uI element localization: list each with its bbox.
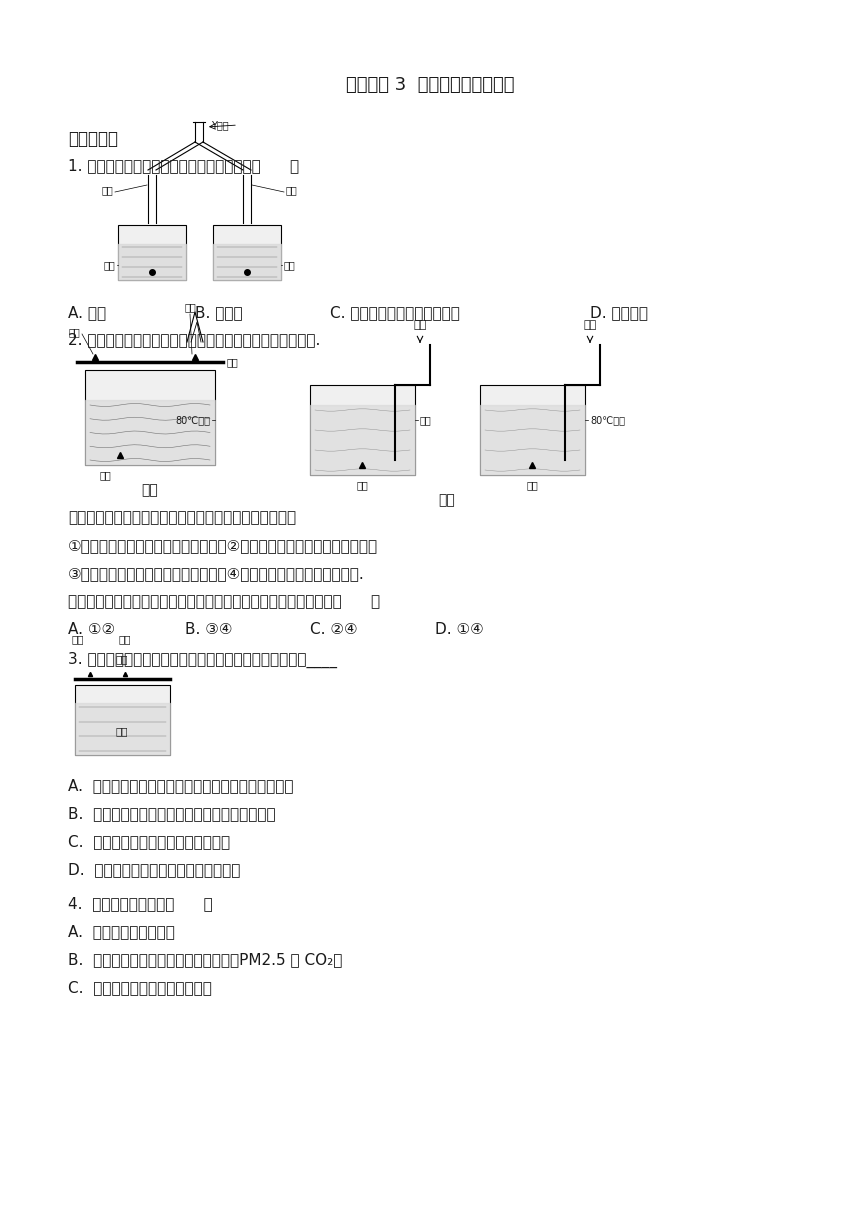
Polygon shape [213, 225, 281, 280]
Text: 2. 图甲和图乙所示实验方法均可用来探究可燃物燃烧的条件.: 2. 图甲和图乙所示实验方法均可用来探究可燃物燃烧的条件. [68, 332, 321, 347]
Text: A. 氧气: A. 氧气 [68, 305, 106, 320]
Text: A. ①②: A. ①② [68, 623, 115, 637]
Text: 冷水: 冷水 [420, 415, 432, 426]
Text: 空气: 空气 [414, 320, 427, 330]
Polygon shape [75, 685, 170, 755]
Text: 红磷: 红磷 [184, 302, 196, 313]
Text: B. ③④: B. ③④ [185, 623, 232, 637]
Text: ③不通空气时，热水中的白磷不燃烧；④通空气时，热水中的白磷燃烧.: ③不通空气时，热水中的白磷不燃烧；④通空气时，热水中的白磷燃烧. [68, 565, 365, 581]
Polygon shape [480, 385, 585, 475]
Text: 小颖同学用图乙所示装置进行实验，得到以下实验事实：: 小颖同学用图乙所示装置进行实验，得到以下实验事实： [68, 510, 296, 525]
Polygon shape [118, 225, 186, 280]
Text: 空气: 空气 [583, 320, 597, 330]
Text: 白磷: 白磷 [356, 480, 368, 490]
Text: 冷水: 冷水 [284, 260, 296, 270]
Polygon shape [85, 370, 215, 465]
Text: 白磷: 白磷 [68, 327, 80, 337]
Text: B.  该实验说明燃烧需要温度达到可燃物的着火点: B. 该实验说明燃烧需要温度达到可燃物的着火点 [68, 806, 275, 821]
Text: 4.  下列说法正确的是（      ）: 4. 下列说法正确的是（ ） [68, 896, 212, 911]
Text: 热水: 热水 [116, 726, 128, 736]
Text: B.  大气污染物主要包括总悬浮颗粒物、PM2.5 和 CO₂等: B. 大气污染物主要包括总悬浮颗粒物、PM2.5 和 CO₂等 [68, 952, 342, 967]
Text: C. 使可燃物的温度达到着火点: C. 使可燃物的温度达到着火点 [330, 305, 460, 320]
Text: C.  用肥皂水可以区分硬水与软水: C. 用肥皂水可以区分硬水与软水 [68, 980, 212, 995]
Text: 80℃热水: 80℃热水 [590, 415, 625, 426]
Text: 该实验中，能证明可燃物通常需要接触空气才能燃烧的实验事实是（      ）: 该实验中，能证明可燃物通常需要接触空气才能燃烧的实验事实是（ ） [68, 593, 380, 609]
Text: 白磷: 白磷 [526, 480, 538, 490]
Polygon shape [310, 385, 415, 475]
Text: 白磷: 白磷 [99, 471, 111, 480]
Text: C.  该实验的目的是证明燃烧需要氧气: C. 该实验的目的是证明燃烧需要氧气 [68, 834, 230, 849]
Text: C. ②④: C. ②④ [310, 623, 358, 637]
Text: 图乙: 图乙 [439, 492, 456, 507]
Text: 1. 如图所示对比实验主要探究的燃烧条件是（      ）: 1. 如图所示对比实验主要探究的燃烧条件是（ ） [68, 158, 299, 173]
Text: D. 以上都是: D. 以上都是 [590, 305, 648, 320]
Text: 白磷: 白磷 [71, 634, 84, 644]
Text: A.  稀有气体常做灭火剂: A. 稀有气体常做灭火剂 [68, 924, 175, 939]
Text: 白磷: 白磷 [286, 185, 298, 195]
Text: ①不通空气时，冷水中的白磷不燃烧；②通空气时，冷水中的白磷不燃烧；: ①不通空气时，冷水中的白磷不燃烧；②通空气时，冷水中的白磷不燃烧； [68, 537, 378, 553]
Text: 80℃热水: 80℃热水 [175, 415, 210, 426]
Text: 红磷: 红磷 [119, 634, 132, 644]
Text: Y型管: Y型管 [211, 120, 229, 130]
Text: 实验活动 3  燃烧的条件达标检测: 实验活动 3 燃烧的条件达标检测 [346, 75, 514, 94]
Text: B. 可燃物: B. 可燃物 [195, 305, 243, 320]
Text: 热水: 热水 [103, 260, 115, 270]
Text: A.  该实验的现象是：铜片上的白磷不燃烧，红磷燃烧: A. 该实验的现象是：铜片上的白磷不燃烧，红磷燃烧 [68, 778, 293, 793]
Text: D.  该实验的目的是证明燃烧要有可燃物: D. 该实验的目的是证明燃烧要有可燃物 [68, 862, 241, 877]
Text: 铜片: 铜片 [116, 654, 128, 664]
Text: 白磷: 白磷 [101, 185, 113, 195]
Text: 3. 用图所示装置探究燃烧的条件。下列有关说法正确的是____: 3. 用图所示装置探究燃烧的条件。下列有关说法正确的是____ [68, 652, 337, 669]
Text: 图甲: 图甲 [142, 483, 158, 497]
Text: 铜片: 铜片 [227, 358, 239, 367]
Text: D. ①④: D. ①④ [435, 623, 483, 637]
Text: 一、选择题: 一、选择题 [68, 130, 118, 148]
